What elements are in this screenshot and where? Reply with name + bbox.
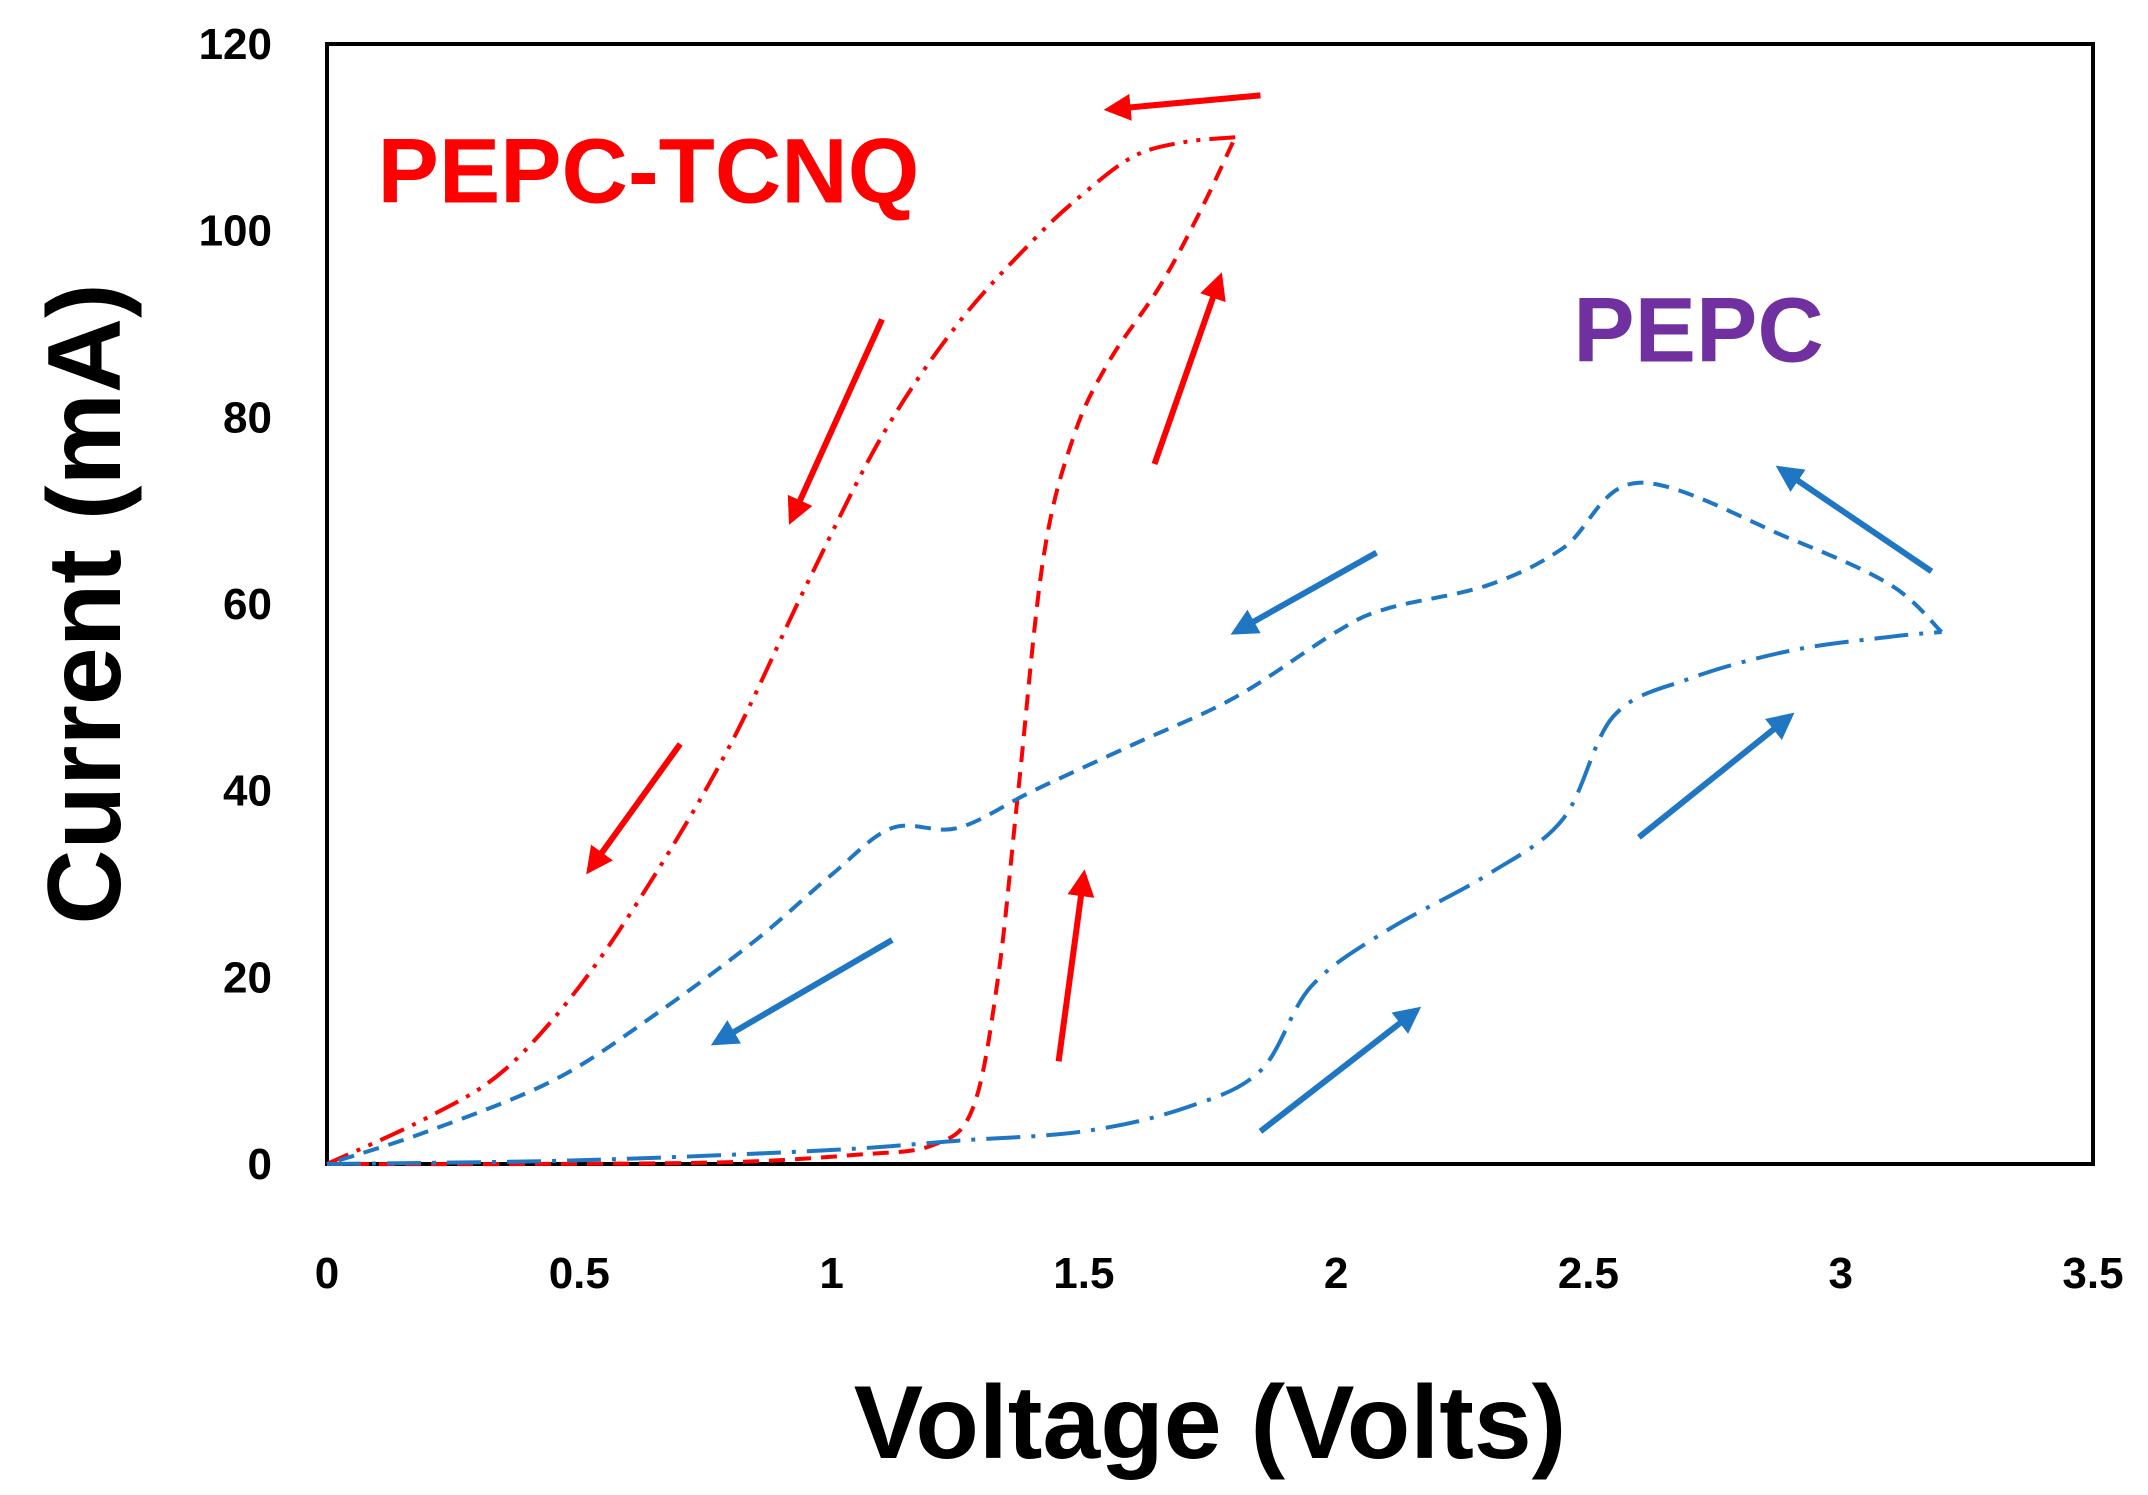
y-tick-label: 100 <box>199 207 272 256</box>
x-tick-label: 2.5 <box>1558 1249 1619 1298</box>
y-tick-label: 20 <box>223 953 272 1002</box>
series-line-pepc-forward <box>326 630 1942 1166</box>
x-tick-label: 0.5 <box>549 1249 610 1298</box>
annotation-pepc-tcnq: PEPC-TCNQ <box>377 121 919 223</box>
series-line-pepc-tcnq-reverse <box>326 135 1236 1166</box>
direction-arrow <box>1230 550 1378 635</box>
x-tick-label: 3 <box>1828 1249 1852 1298</box>
x-tick-label: 1.5 <box>1053 1249 1114 1298</box>
series-line-pepc-reverse <box>326 480 1943 1166</box>
series-layer <box>326 135 1943 1167</box>
y-tick-label: 40 <box>223 767 272 816</box>
annotation-pepc: PEPC <box>1573 279 1824 381</box>
x-axis-title: Voltage (Volts) <box>854 1365 1567 1481</box>
direction-arrow <box>1055 869 1095 1062</box>
direction-arrow <box>710 937 894 1046</box>
y-tick-label: 80 <box>223 393 272 442</box>
y-axis-ticks: 0 20 40 60 80 100 120 <box>199 20 272 1189</box>
direction-arrow <box>1258 1006 1422 1134</box>
y-tick-label: 60 <box>223 580 272 629</box>
y-axis-title: Current (mA) <box>27 283 143 924</box>
x-tick-label: 1 <box>819 1249 843 1298</box>
direction-arrow <box>1103 92 1261 121</box>
series-line-pepc-tcnq-forward <box>326 136 1238 1167</box>
direction-arrow <box>586 742 683 875</box>
direction-arrow <box>1151 272 1226 465</box>
direction-arrow <box>787 318 885 525</box>
x-axis-ticks: 0 0.5 1 1.5 2 2.5 3 3.5 <box>315 1249 2124 1298</box>
plot-area-frame <box>325 42 2095 1166</box>
direction-arrows <box>586 92 1934 1134</box>
y-tick-label: 0 <box>248 1140 272 1189</box>
direction-arrow <box>1637 712 1795 840</box>
y-tick-label: 120 <box>199 20 272 69</box>
x-tick-label: 3.5 <box>2062 1249 2123 1298</box>
direction-arrow <box>1775 465 1934 574</box>
x-tick-label: 0 <box>315 1249 339 1298</box>
x-tick-label: 2 <box>1324 1249 1348 1298</box>
